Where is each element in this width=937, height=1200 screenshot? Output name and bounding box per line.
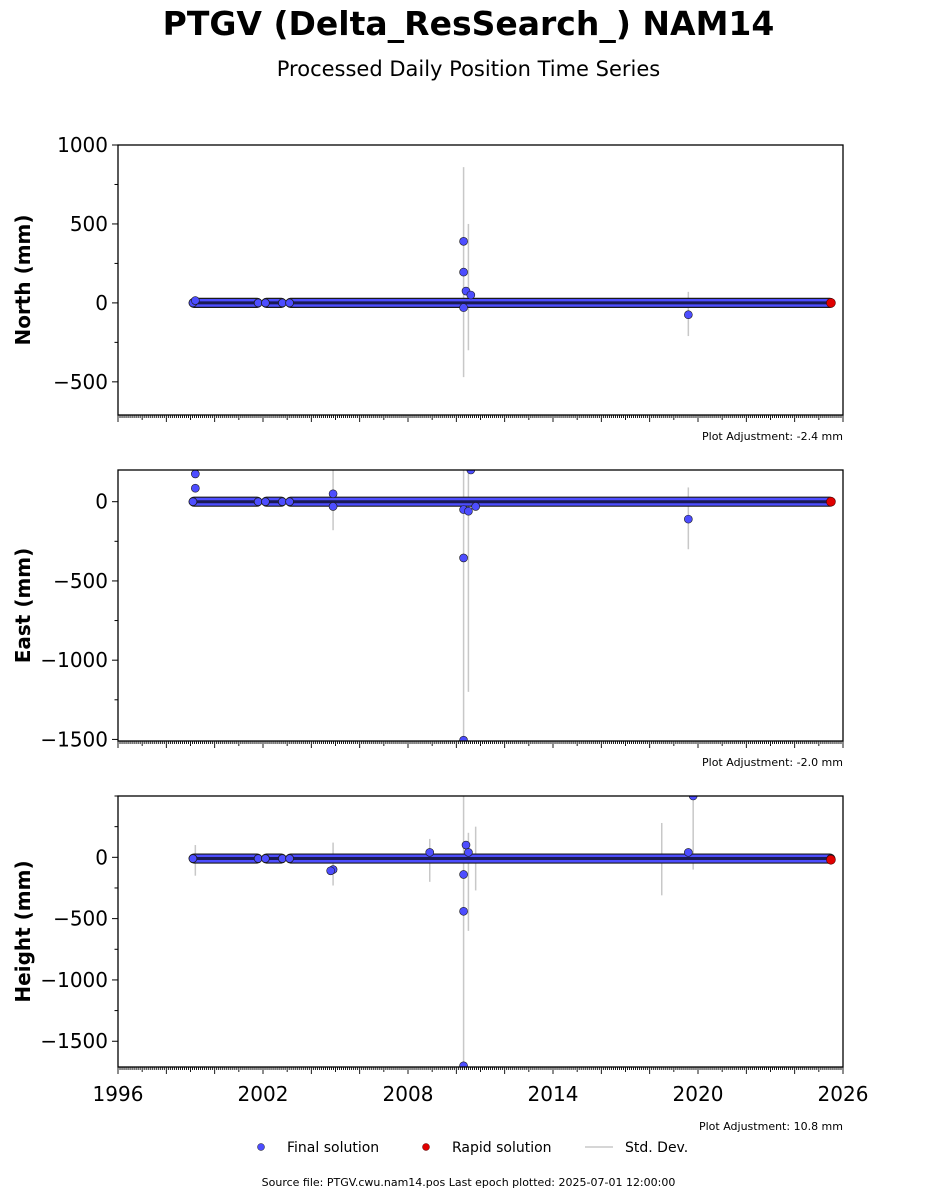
y-tick-label: −500 (53, 907, 108, 931)
y-tick-label: −1000 (40, 968, 108, 992)
y-tick-label: 0 (95, 291, 108, 315)
final-solution-point (191, 470, 200, 479)
y-tick-label: −1000 (40, 648, 108, 672)
legend-final-label: Final solution (287, 1140, 379, 1156)
final-solution-point (277, 497, 287, 507)
legend: Final solution Rapid solution Std. Dev. (257, 1140, 688, 1156)
y-tick-label: 500 (70, 212, 108, 236)
plot-frame (117, 469, 844, 742)
chart-title: PTGV (Delta_ResSearch_) NAM14 (162, 4, 775, 43)
x-tick-label: 2008 (383, 1082, 434, 1106)
x-tick-label: 2002 (238, 1082, 289, 1106)
rapid-solution-point (826, 854, 836, 865)
final-solution-point (285, 298, 294, 308)
footer-source: Source file: PTGV.cwu.nam14.pos Last epo… (0, 1176, 937, 1189)
source-file: PTGV.cwu.nam14.pos (326, 1176, 446, 1189)
x-tick-label: 1996 (93, 1082, 144, 1106)
y-tick-label: 0 (95, 845, 108, 869)
final-solution-point (464, 848, 473, 857)
y-tick-label: 1000 (57, 133, 108, 157)
panel-data-north (188, 167, 836, 378)
final-solution-point (253, 298, 263, 308)
final-solution-point (191, 296, 200, 305)
plot-frame (117, 144, 844, 416)
final-solution-point (328, 489, 338, 499)
final-solution-point (253, 497, 263, 507)
plot-adjustment-label: Plot Adjustment: -2.0 mm (702, 756, 843, 769)
final-solution-point (459, 1061, 468, 1067)
panel-north: 1000 500 0 −500 North (mm) Plot Adjustment: -… (11, 133, 844, 443)
y-tick-label: −1500 (40, 1029, 108, 1053)
final-solution-point (684, 514, 693, 524)
source-label: Source file: (261, 1176, 324, 1189)
last-epoch: 2025-07-01 12:00:00 (558, 1176, 676, 1189)
final-solution-point (459, 267, 468, 277)
y-axis-label: North (mm) (11, 214, 35, 345)
rapid-solution-point (826, 496, 836, 507)
final-solution-point (459, 906, 468, 916)
legend-final-marker (257, 1143, 265, 1151)
final-solution-point (466, 290, 476, 300)
final-solution-point (466, 470, 476, 475)
legend-rapid-marker (422, 1143, 430, 1151)
final-solution-point (459, 237, 468, 246)
x-tick-label: 2014 (528, 1082, 579, 1106)
final-solution-point (459, 870, 468, 879)
legend-stddev-label: Std. Dev. (625, 1140, 688, 1156)
final-solution-point (261, 298, 270, 308)
y-axis-label: Height (mm) (11, 860, 35, 1002)
y-tick-label: −500 (53, 569, 108, 593)
final-solution-point (471, 502, 480, 511)
panel-data-east (188, 470, 836, 741)
panel-east: 0 −500 −1000 −1500 East (mm) Plot Adjustment:… (11, 469, 844, 769)
x-tick-label: 2026 (818, 1082, 869, 1106)
plot-adjustment-label: Plot Adjustment: -2.4 mm (702, 430, 843, 443)
legend-rapid-label: Rapid solution (452, 1140, 552, 1156)
chart-subtitle: Processed Daily Position Time Series (276, 57, 661, 81)
final-solution-point (285, 854, 294, 863)
panel-data-height (188, 796, 836, 1067)
final-solution-point (188, 497, 198, 507)
final-solution-point (277, 854, 287, 863)
plot-adjustment-label: Plot Adjustment: 10.8 mm (699, 1120, 843, 1133)
final-solution-point (684, 310, 693, 320)
final-solution-point (459, 303, 468, 312)
final-solution-point (459, 553, 468, 563)
x-tick-label: 2020 (673, 1082, 724, 1106)
last-epoch-label: Last epoch plotted: (448, 1176, 556, 1189)
y-tick-label: −500 (53, 370, 108, 394)
final-solution-point (459, 735, 468, 741)
final-solution-point (277, 298, 287, 308)
final-solution-point (688, 796, 698, 801)
final-solution-point (464, 506, 473, 516)
rapid-solution-point (826, 298, 836, 308)
final-solution-point (253, 854, 263, 863)
final-solution-point (191, 483, 200, 493)
plot-frame (117, 795, 844, 1068)
y-axis-label: East (mm) (11, 548, 35, 664)
final-solution-point (285, 497, 294, 507)
final-solution-point (461, 840, 471, 850)
panel-height: 0 −500 −1000 −1500 Height (mm) 1996 2002 2008 20… (11, 795, 869, 1133)
final-solution-point (261, 854, 270, 863)
final-solution-point (188, 854, 198, 863)
final-solution-point (684, 848, 693, 857)
final-solution-point (328, 502, 338, 511)
final-solution-point (261, 497, 270, 507)
final-solution-point (326, 866, 335, 876)
y-tick-label: −1500 (40, 727, 108, 751)
y-tick-label: 0 (95, 490, 108, 514)
final-solution-point (425, 848, 435, 857)
